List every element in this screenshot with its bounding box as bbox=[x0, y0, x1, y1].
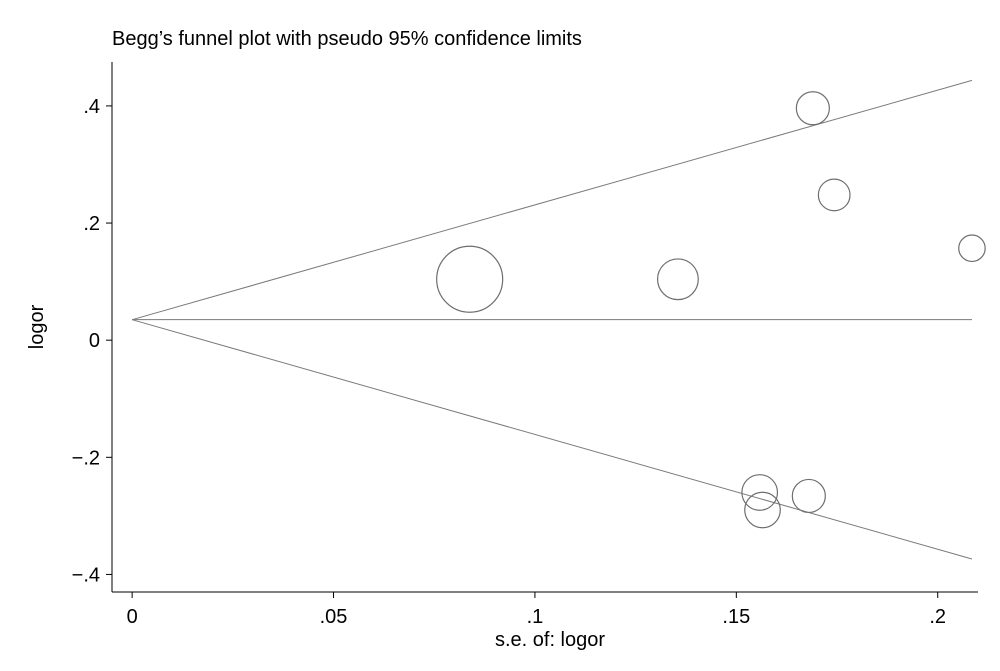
lower-confidence-limit bbox=[132, 319, 973, 560]
study-point bbox=[436, 245, 504, 313]
y-tick-label: −.2 bbox=[72, 447, 100, 469]
y-tick-label: .4 bbox=[83, 96, 100, 118]
upper-confidence-limit bbox=[132, 79, 973, 321]
study-point bbox=[741, 474, 779, 511]
x-tick-label: 0 bbox=[127, 606, 138, 628]
y-axis-label: logor bbox=[26, 304, 48, 349]
x-axis: 0 .05 .1 .15 .2 bbox=[112, 591, 978, 628]
x-tick-label: .15 bbox=[722, 606, 750, 628]
study-point bbox=[744, 491, 781, 529]
plot-area bbox=[132, 79, 986, 560]
study-point bbox=[656, 258, 699, 301]
study-point bbox=[817, 178, 851, 212]
study-point bbox=[958, 234, 986, 263]
x-axis-label: s.e. of: logor bbox=[495, 629, 605, 651]
x-tick-label: .2 bbox=[929, 606, 946, 628]
x-tick-label: .1 bbox=[527, 606, 544, 628]
study-point bbox=[795, 91, 830, 126]
y-tick-label: −.4 bbox=[72, 564, 100, 586]
x-tick-label: .05 bbox=[320, 606, 348, 628]
study-point bbox=[791, 478, 826, 514]
y-tick-label: .2 bbox=[83, 213, 100, 235]
y-axis: −.4 −.2 0 .2 .4 bbox=[72, 62, 113, 592]
y-tick-label: 0 bbox=[89, 330, 100, 352]
chart-title: Begg’s funnel plot with pseudo 95% confi… bbox=[112, 28, 582, 50]
